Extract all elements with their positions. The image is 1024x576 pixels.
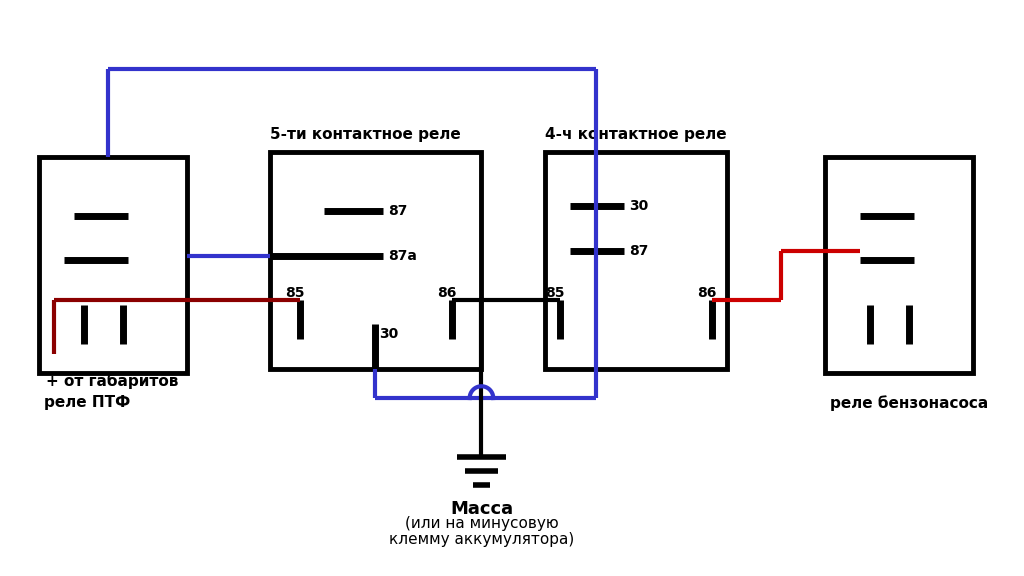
Text: 87: 87 bbox=[388, 204, 408, 218]
Text: 85: 85 bbox=[285, 286, 304, 300]
Text: (или на минусовую: (или на минусовую bbox=[404, 516, 558, 531]
Text: клемму аккумулятора): клемму аккумулятора) bbox=[389, 532, 574, 547]
Text: Масса: Масса bbox=[450, 500, 513, 518]
Text: 5-ти контактное реле: 5-ти контактное реле bbox=[270, 127, 461, 142]
Bar bbox=[270, 153, 481, 369]
Text: 87: 87 bbox=[629, 244, 648, 257]
Text: реле ПТФ: реле ПТФ bbox=[44, 395, 130, 410]
Text: реле бензонасоса: реле бензонасоса bbox=[830, 395, 988, 411]
Text: 30: 30 bbox=[379, 327, 398, 342]
Bar bbox=[546, 153, 727, 369]
Text: 4-ч контактное реле: 4-ч контактное реле bbox=[546, 127, 727, 142]
Text: 86: 86 bbox=[697, 286, 717, 300]
Text: 30: 30 bbox=[629, 199, 648, 214]
Text: 85: 85 bbox=[546, 286, 565, 300]
Bar bbox=[825, 157, 973, 373]
Text: 87a: 87a bbox=[388, 249, 417, 263]
Bar bbox=[39, 157, 186, 373]
Text: 86: 86 bbox=[437, 286, 457, 300]
Text: + от габаритов: + от габаритов bbox=[46, 373, 178, 389]
